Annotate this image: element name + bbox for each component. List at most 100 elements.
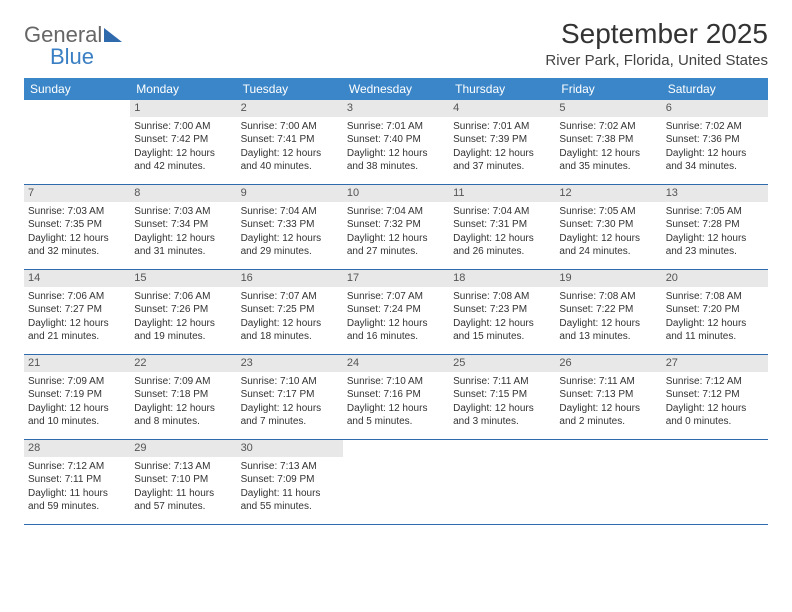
daylight-text: Daylight: 12 hours and 24 minutes. <box>559 232 657 259</box>
daylight-text: Daylight: 12 hours and 10 minutes. <box>28 402 126 429</box>
day-number: 7 <box>24 185 130 202</box>
sunrise-text: Sunrise: 7:07 AM <box>347 290 445 304</box>
day-number: 10 <box>343 185 449 202</box>
day-number: 5 <box>555 100 661 117</box>
day-cell: 17Sunrise: 7:07 AMSunset: 7:24 PMDayligh… <box>343 270 449 354</box>
day-cell: 18Sunrise: 7:08 AMSunset: 7:23 PMDayligh… <box>449 270 555 354</box>
dow-cell: Sunday <box>24 78 130 100</box>
sunset-text: Sunset: 7:13 PM <box>559 388 657 402</box>
week-row: 7Sunrise: 7:03 AMSunset: 7:35 PMDaylight… <box>24 185 768 270</box>
day-number: 16 <box>237 270 343 287</box>
sunrise-text: Sunrise: 7:03 AM <box>134 205 232 219</box>
sunset-text: Sunset: 7:22 PM <box>559 303 657 317</box>
sunrise-text: Sunrise: 7:05 AM <box>666 205 764 219</box>
sunset-text: Sunset: 7:16 PM <box>347 388 445 402</box>
sunset-text: Sunset: 7:09 PM <box>241 473 339 487</box>
sunset-text: Sunset: 7:24 PM <box>347 303 445 317</box>
day-number: 22 <box>130 355 236 372</box>
day-cell-empty <box>449 440 555 524</box>
day-cell: 28Sunrise: 7:12 AMSunset: 7:11 PMDayligh… <box>24 440 130 524</box>
sunset-text: Sunset: 7:26 PM <box>134 303 232 317</box>
day-cell-empty <box>555 440 661 524</box>
sunrise-text: Sunrise: 7:05 AM <box>559 205 657 219</box>
sunset-text: Sunset: 7:31 PM <box>453 218 551 232</box>
daylight-text: Daylight: 12 hours and 18 minutes. <box>241 317 339 344</box>
sunset-text: Sunset: 7:12 PM <box>666 388 764 402</box>
daylight-text: Daylight: 12 hours and 32 minutes. <box>28 232 126 259</box>
sunrise-text: Sunrise: 7:08 AM <box>559 290 657 304</box>
sunset-text: Sunset: 7:20 PM <box>666 303 764 317</box>
day-number: 9 <box>237 185 343 202</box>
day-number: 24 <box>343 355 449 372</box>
day-cell: 21Sunrise: 7:09 AMSunset: 7:19 PMDayligh… <box>24 355 130 439</box>
daylight-text: Daylight: 12 hours and 0 minutes. <box>666 402 764 429</box>
daylight-text: Daylight: 12 hours and 5 minutes. <box>347 402 445 429</box>
day-cell: 8Sunrise: 7:03 AMSunset: 7:34 PMDaylight… <box>130 185 236 269</box>
day-cell: 9Sunrise: 7:04 AMSunset: 7:33 PMDaylight… <box>237 185 343 269</box>
daylight-text: Daylight: 12 hours and 34 minutes. <box>666 147 764 174</box>
sunrise-text: Sunrise: 7:10 AM <box>347 375 445 389</box>
day-number: 26 <box>555 355 661 372</box>
day-cell: 16Sunrise: 7:07 AMSunset: 7:25 PMDayligh… <box>237 270 343 354</box>
sunrise-text: Sunrise: 7:06 AM <box>28 290 126 304</box>
sunset-text: Sunset: 7:36 PM <box>666 133 764 147</box>
sunset-text: Sunset: 7:39 PM <box>453 133 551 147</box>
sunset-text: Sunset: 7:19 PM <box>28 388 126 402</box>
day-cell: 13Sunrise: 7:05 AMSunset: 7:28 PMDayligh… <box>662 185 768 269</box>
sunset-text: Sunset: 7:28 PM <box>666 218 764 232</box>
daylight-text: Daylight: 12 hours and 16 minutes. <box>347 317 445 344</box>
day-number: 28 <box>24 440 130 457</box>
daylight-text: Daylight: 12 hours and 13 minutes. <box>559 317 657 344</box>
sunset-text: Sunset: 7:42 PM <box>134 133 232 147</box>
title-block: September 2025 River Park, Florida, Unit… <box>545 18 768 69</box>
sunset-text: Sunset: 7:27 PM <box>28 303 126 317</box>
daylight-text: Daylight: 12 hours and 29 minutes. <box>241 232 339 259</box>
day-cell: 24 Sunrise: 7:10 AMSunset: 7:16 PMDayligh… <box>343 355 449 439</box>
day-number: 15 <box>130 270 236 287</box>
sunset-text: Sunset: 7:17 PM <box>241 388 339 402</box>
daylight-text: Daylight: 12 hours and 31 minutes. <box>134 232 232 259</box>
day-cell: 7Sunrise: 7:03 AMSunset: 7:35 PMDaylight… <box>24 185 130 269</box>
day-cell: 25Sunrise: 7:11 AMSunset: 7:15 PMDayligh… <box>449 355 555 439</box>
day-number: 30 <box>237 440 343 457</box>
sunset-text: Sunset: 7:25 PM <box>241 303 339 317</box>
sunrise-text: Sunrise: 7:04 AM <box>241 205 339 219</box>
sunrise-text: Sunrise: 7:09 AM <box>28 375 126 389</box>
sunrise-text: Sunrise: 7:01 AM <box>347 120 445 134</box>
sunrise-text: Sunrise: 7:01 AM <box>453 120 551 134</box>
day-cell: 30Sunrise: 7:13 AMSunset: 7:09 PMDayligh… <box>237 440 343 524</box>
daylight-text: Daylight: 12 hours and 15 minutes. <box>453 317 551 344</box>
day-number: 19 <box>555 270 661 287</box>
day-number: 1 <box>130 100 236 117</box>
day-cell: 27Sunrise: 7:12 AMSunset: 7:12 PMDayligh… <box>662 355 768 439</box>
daylight-text: Daylight: 12 hours and 26 minutes. <box>453 232 551 259</box>
day-cell: 3Sunrise: 7:01 AMSunset: 7:40 PMDaylight… <box>343 100 449 184</box>
daylight-text: Daylight: 12 hours and 37 minutes. <box>453 147 551 174</box>
calendar-grid: SundayMondayTuesdayWednesdayThursdayFrid… <box>24 78 768 525</box>
day-cell: 11Sunrise: 7:04 AMSunset: 7:31 PMDayligh… <box>449 185 555 269</box>
day-cell-empty <box>24 100 130 184</box>
day-number: 12 <box>555 185 661 202</box>
sunset-text: Sunset: 7:15 PM <box>453 388 551 402</box>
daylight-text: Daylight: 12 hours and 27 minutes. <box>347 232 445 259</box>
month-title: September 2025 <box>545 18 768 50</box>
daylight-text: Daylight: 12 hours and 19 minutes. <box>134 317 232 344</box>
dow-cell: Wednesday <box>343 78 449 100</box>
daylight-text: Daylight: 11 hours and 57 minutes. <box>134 487 232 514</box>
sunrise-text: Sunrise: 7:11 AM <box>559 375 657 389</box>
day-number: 13 <box>662 185 768 202</box>
day-cell: 20Sunrise: 7:08 AMSunset: 7:20 PMDayligh… <box>662 270 768 354</box>
day-number: 20 <box>662 270 768 287</box>
sunrise-text: Sunrise: 7:03 AM <box>28 205 126 219</box>
sunrise-text: Sunrise: 7:04 AM <box>347 205 445 219</box>
week-row: 14Sunrise: 7:06 AMSunset: 7:27 PMDayligh… <box>24 270 768 355</box>
sunset-text: Sunset: 7:23 PM <box>453 303 551 317</box>
day-cell: 14Sunrise: 7:06 AMSunset: 7:27 PMDayligh… <box>24 270 130 354</box>
sunset-text: Sunset: 7:18 PM <box>134 388 232 402</box>
logo-text: General Blue <box>24 22 122 70</box>
logo-triangle-icon <box>104 28 122 42</box>
day-cell: 29Sunrise: 7:13 AMSunset: 7:10 PMDayligh… <box>130 440 236 524</box>
sunrise-text: Sunrise: 7:13 AM <box>241 460 339 474</box>
sunset-text: Sunset: 7:10 PM <box>134 473 232 487</box>
day-number: 25 <box>449 355 555 372</box>
